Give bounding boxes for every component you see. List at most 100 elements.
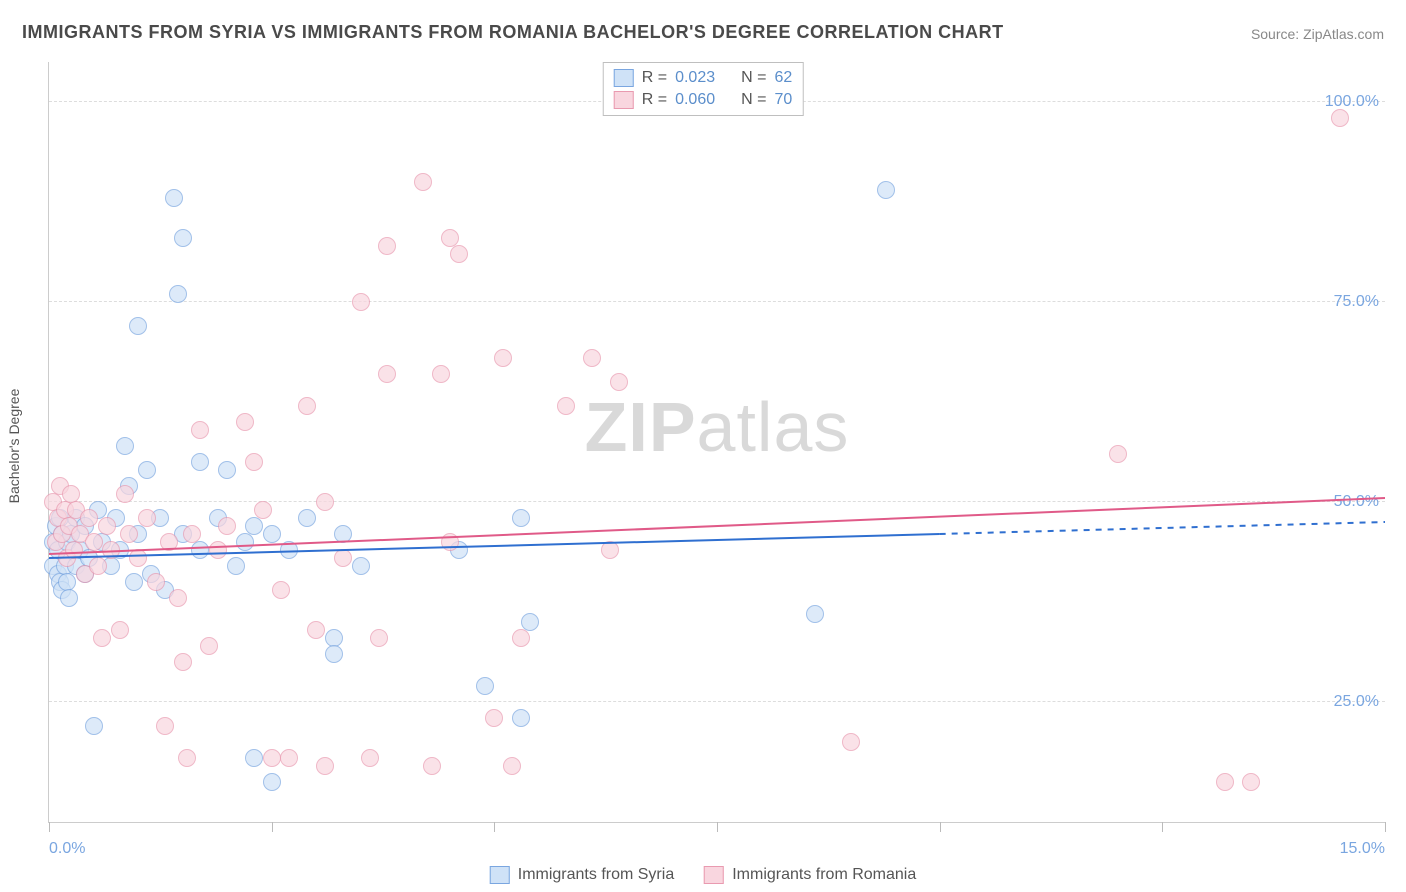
ytick-label: 50.0%	[1334, 493, 1379, 511]
scatter-point-romania	[169, 589, 187, 607]
scatter-point-romania	[503, 757, 521, 775]
scatter-point-romania	[65, 541, 83, 559]
scatter-point-syria	[236, 533, 254, 551]
source-label: Source: ZipAtlas.com	[1251, 26, 1384, 42]
scatter-point-romania	[80, 509, 98, 527]
scatter-point-romania	[334, 549, 352, 567]
scatter-point-syria	[877, 181, 895, 199]
scatter-point-syria	[191, 453, 209, 471]
scatter-point-romania	[263, 749, 281, 767]
scatter-point-syria	[138, 461, 156, 479]
chart-title: IMMIGRANTS FROM SYRIA VS IMMIGRANTS FROM…	[22, 22, 1004, 43]
scatter-point-romania	[93, 629, 111, 647]
ytick-label: 25.0%	[1334, 693, 1379, 711]
scatter-point-romania	[298, 397, 316, 415]
xtick-label-min: 0.0%	[49, 840, 85, 858]
scatter-point-romania	[610, 373, 628, 391]
scatter-point-syria	[806, 605, 824, 623]
scatter-point-romania	[183, 525, 201, 543]
xtick	[1162, 822, 1163, 832]
scatter-point-romania	[512, 629, 530, 647]
y-axis-label: Bachelor's Degree	[6, 389, 22, 504]
scatter-point-syria	[263, 525, 281, 543]
scatter-point-romania	[138, 509, 156, 527]
scatter-point-syria	[169, 285, 187, 303]
series-legend: Immigrants from Syria Immigrants from Ro…	[490, 866, 917, 884]
scatter-point-romania	[272, 581, 290, 599]
scatter-point-romania	[1242, 773, 1260, 791]
xtick	[49, 822, 50, 832]
scatter-point-romania	[178, 749, 196, 767]
scatter-point-syria	[352, 557, 370, 575]
scatter-point-romania	[432, 365, 450, 383]
xtick	[940, 822, 941, 832]
scatter-point-romania	[378, 365, 396, 383]
scatter-point-romania	[1109, 445, 1127, 463]
xtick	[717, 822, 718, 832]
scatter-point-syria	[191, 541, 209, 559]
xtick-label-max: 15.0%	[1340, 840, 1385, 858]
gridline	[49, 701, 1385, 702]
scatter-point-syria	[125, 573, 143, 591]
trend-lines	[49, 62, 1385, 822]
swatch-romania	[614, 91, 634, 109]
scatter-point-romania	[842, 733, 860, 751]
ytick-label: 100.0%	[1325, 93, 1379, 111]
scatter-point-romania	[147, 573, 165, 591]
legend-row-syria: R = 0.023 N = 62	[614, 67, 793, 89]
scatter-point-romania	[316, 757, 334, 775]
scatter-point-syria	[280, 541, 298, 559]
ytick-label: 75.0%	[1334, 293, 1379, 311]
scatter-point-syria	[263, 773, 281, 791]
scatter-point-romania	[450, 245, 468, 263]
scatter-point-romania	[102, 541, 120, 559]
scatter-point-syria	[334, 525, 352, 543]
watermark: ZIPatlas	[585, 387, 850, 467]
scatter-point-romania	[98, 517, 116, 535]
scatter-point-romania	[245, 453, 263, 471]
scatter-point-romania	[280, 749, 298, 767]
scatter-point-romania	[85, 533, 103, 551]
scatter-point-syria	[227, 557, 245, 575]
scatter-point-syria	[325, 645, 343, 663]
scatter-point-romania	[601, 541, 619, 559]
scatter-point-syria	[174, 229, 192, 247]
scatter-point-romania	[218, 517, 236, 535]
scatter-point-syria	[165, 189, 183, 207]
scatter-point-romania	[174, 653, 192, 671]
scatter-point-syria	[245, 749, 263, 767]
scatter-point-romania	[307, 621, 325, 639]
legend-row-romania: R = 0.060 N = 70	[614, 89, 793, 111]
scatter-point-syria	[218, 461, 236, 479]
plot-area: ZIPatlas 25.0%50.0%75.0%100.0%0.0%15.0%	[48, 62, 1385, 823]
scatter-point-syria	[521, 613, 539, 631]
xtick	[272, 822, 273, 832]
scatter-point-romania	[1331, 109, 1349, 127]
scatter-point-romania	[156, 717, 174, 735]
xtick	[494, 822, 495, 832]
gridline	[49, 501, 1385, 502]
scatter-point-romania	[120, 525, 138, 543]
scatter-point-syria	[116, 437, 134, 455]
xtick	[1385, 822, 1386, 832]
scatter-point-romania	[160, 533, 178, 551]
scatter-point-syria	[245, 517, 263, 535]
scatter-point-romania	[352, 293, 370, 311]
scatter-point-syria	[512, 709, 530, 727]
scatter-point-romania	[441, 533, 459, 551]
scatter-point-romania	[414, 173, 432, 191]
scatter-point-syria	[298, 509, 316, 527]
scatter-point-romania	[494, 349, 512, 367]
scatter-point-romania	[361, 749, 379, 767]
correlation-legend: R = 0.023 N = 62 R = 0.060 N = 70	[603, 62, 804, 116]
legend-item-romania: Immigrants from Romania	[704, 866, 916, 884]
scatter-point-romania	[129, 549, 147, 567]
swatch-romania	[704, 866, 724, 884]
scatter-point-syria	[60, 589, 78, 607]
scatter-point-romania	[209, 541, 227, 559]
scatter-point-romania	[378, 237, 396, 255]
swatch-syria	[614, 69, 634, 87]
scatter-point-romania	[370, 629, 388, 647]
scatter-point-romania	[316, 493, 334, 511]
scatter-point-romania	[111, 621, 129, 639]
